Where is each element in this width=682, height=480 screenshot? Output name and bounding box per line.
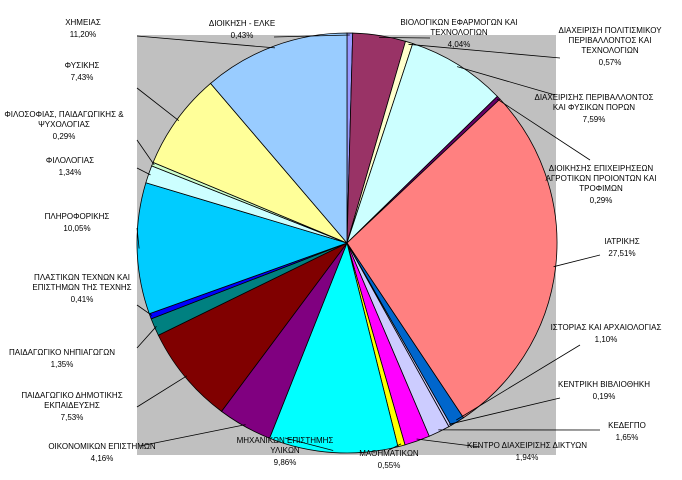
slice-6	[346, 98, 558, 419]
slice-labels: ΔΙΟΙΚΗΣΗ - ΕΛΚΕ 0,43% ΒΙΟΛΟΓΙΚΩΝ ΕΦΑΡΜΟΓΩΝ…	[4, 18, 662, 470]
slice-10-label: ΚΕΝΤΡΟ ΔΙΑΧΕΙΡΙΣΗΣ ΔΙΚΤΥΩΝ	[467, 441, 587, 450]
slice-16-value-label: 0,41%	[71, 295, 94, 304]
slice-12-label: ΜΗΧΑΝΙΚΩΝ ΕΠΙΣΤΗΜΗΣ ΥΛΙΚΩΝ	[237, 436, 334, 455]
slice-6-value-label: 27,51%	[608, 249, 635, 258]
slice-14-leader	[136, 375, 188, 408]
slice-2-value-label: 4,04%	[448, 40, 471, 49]
slice-16-label: ΠΛΑΣΤΙΚΩΝ ΤΕΧΝΩΝ ΚΑΙ ΕΠΙΣΤΗΜΩΝ ΤΗΣ ΤΕΧΝΗΣ	[32, 273, 131, 292]
slice-15-leader	[136, 326, 157, 349]
slice-17-label: ΠΛΗΡΟΦΟΡΙΚΗΣ	[45, 212, 110, 221]
slice-3-label: ΔΙΑΧΕΙΡΙΣΗ ΠΟΛΙΤΙΣΜΙΚΟΥ ΠΕΡΙΒΑΛΛΟΝΤΟΣ ΚΑΙ…	[558, 26, 662, 55]
slice-9-value-label: 1,65%	[616, 433, 639, 442]
slice-11-leader	[388, 443, 402, 451]
slice-10-value-label: 1,94%	[516, 453, 539, 462]
slice-14-value-label: 7,53%	[61, 413, 84, 422]
slice-7-leader	[456, 344, 581, 421]
slice-1-leader	[273, 34, 350, 38]
slice-3-value-label: 0,57%	[599, 58, 622, 67]
slice-4-leader	[456, 66, 556, 96]
slice-6-leader	[553, 254, 601, 268]
slice-8-leader	[448, 397, 561, 425]
slice-11-value-label: 0,55%	[378, 461, 401, 470]
slice-21-value-label: 11,20%	[70, 30, 97, 39]
slice-5-label: ΔΙΟΙΚΗΣΗΣ ΕΠΙΧΕΙΡΗΣΕΩΝ ΑΓΡΟΤΙΚΩΝ ΠΡΟΙΟΝΤΩ…	[546, 164, 657, 193]
slice-7-value-label: 1,10%	[595, 335, 618, 344]
slice-19-label: ΦΙΛΟΣΟΦΙΑΣ, ΠΑΙΔΑΓΩΓΙΚΗΣ & ΨΥΧΟΛΟΓΙΑΣ	[4, 110, 124, 129]
slice-18-value-label: 1,34%	[59, 168, 82, 177]
slice-8-value-label: 0,19%	[593, 392, 616, 401]
slice-19-value-label: 0,29%	[53, 132, 76, 141]
slice-17-value-label: 10,05%	[63, 224, 90, 233]
slice-4-value-label: 7,59%	[583, 115, 606, 124]
slice-13-value-label: 4,16%	[91, 454, 114, 463]
slice-10-leader	[416, 438, 481, 448]
slice-3-leader	[408, 43, 561, 59]
slice-5-value-label: 0,29%	[590, 196, 613, 205]
leader-lines	[136, 34, 601, 451]
slice-13-label: ΟΙΚΟΝΟΜΙΚΩΝ ΕΠΙΣΤΗΜΩΝ	[48, 442, 156, 451]
slice-19-leader	[136, 139, 155, 166]
slice-12-value-label: 9,86%	[274, 458, 297, 467]
slice-20-label: ΦΥΣΙΚΗΣ	[65, 61, 100, 70]
slice-17-leader	[136, 227, 140, 249]
slice-12-leader	[284, 437, 334, 451]
slice-1-label: ΔΙΟΙΚΗΣΗ - ΕΛΚΕ	[209, 19, 275, 28]
slice-13-leader	[139, 424, 246, 447]
slice-15-value-label: 1,35%	[51, 360, 74, 369]
slice-14-label: ΠΑΙΔΑΓΩΓΙΚΟ ΔΗΜΟΤΙΚΗΣ ΕΚΠΑΙΔΕΥΣΗΣ	[21, 391, 122, 410]
slice-15-label: ΠΑΙΔΑΓΩΓΙΚΟ ΝΗΠΙΑΓΩΓΩΝ	[9, 348, 115, 357]
slice-9-label: ΚΕΔΕΓΠΟ	[608, 421, 646, 430]
slice-18-label: ΦΙΛΟΛΟΓΙΑΣ	[46, 156, 94, 165]
slice-4-label: ΔΙΑΧΕΙΡΙΣΗΣ ΠΕΡΙΒΑΛΛΟΝΤΟΣ ΚΑΙ ΦΥΣΙΚΩΝ ΠΟΡ…	[534, 93, 653, 112]
slice-20-leader	[136, 87, 180, 122]
slice-18-leader	[136, 167, 151, 176]
slice-4	[346, 43, 498, 244]
slice-21-label: ΧΗΜΕΙΑΣ	[65, 18, 101, 27]
slice-21-leader	[136, 35, 276, 49]
slice-16-leader	[136, 304, 153, 316]
pie-slices	[136, 32, 558, 454]
slice-7-label: ΙΣΤΟΡΙΑΣ ΚΑΙ ΑΡΧΑΙΟΛΟΓΙΑΣ	[551, 323, 662, 332]
slice-6-label: ΙΑΤΡΙΚΗΣ	[604, 237, 640, 246]
slice-2-label: ΒΙΟΛΟΓΙΚΩΝ ΕΦΑΡΜΟΓΩΝ ΚΑΙ ΤΕΧΝΟΛΟΓΙΩΝ	[400, 18, 517, 37]
slice-1-value-label: 0,43%	[231, 31, 254, 40]
slice-20-value-label: 7,43%	[71, 73, 94, 82]
slice-21	[209, 32, 348, 245]
slice-5-leader	[496, 98, 591, 161]
slice-17	[136, 182, 349, 315]
slice-8-label: ΚΕΝΤΡΙΚΗ ΒΙΒΛΙΟΘΗΚΗ	[558, 380, 650, 389]
slice-11-label: ΜΑΘΗΜΑΤΙΚΩΝ	[359, 449, 419, 458]
slice-2-leader	[379, 37, 431, 39]
